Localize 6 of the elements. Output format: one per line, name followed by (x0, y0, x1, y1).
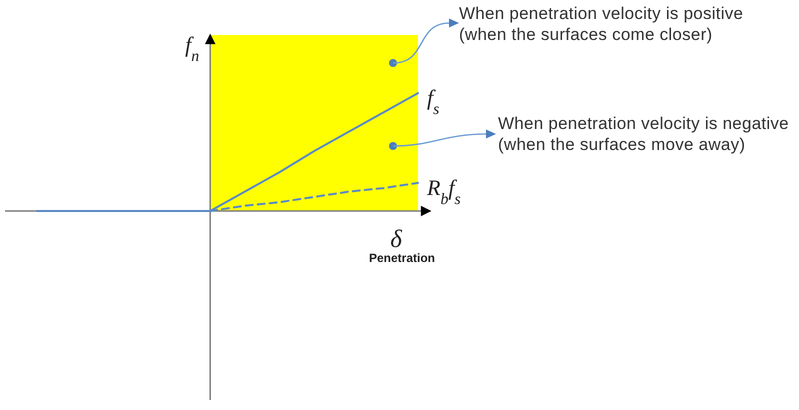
y-axis-title: f$_{n}$ (185, 32, 200, 64)
series-label: f$_{s}$ (427, 85, 440, 118)
x-axis-title: δ Penetration (368, 226, 436, 265)
text: When penetration velocity is positive (when the surfaces come closer) (459, 4, 744, 44)
text: When penetration velocity is negative (when the surfaces move away) (498, 114, 789, 154)
series-label: R$_{b}$f$_{s}$ (426, 174, 461, 208)
